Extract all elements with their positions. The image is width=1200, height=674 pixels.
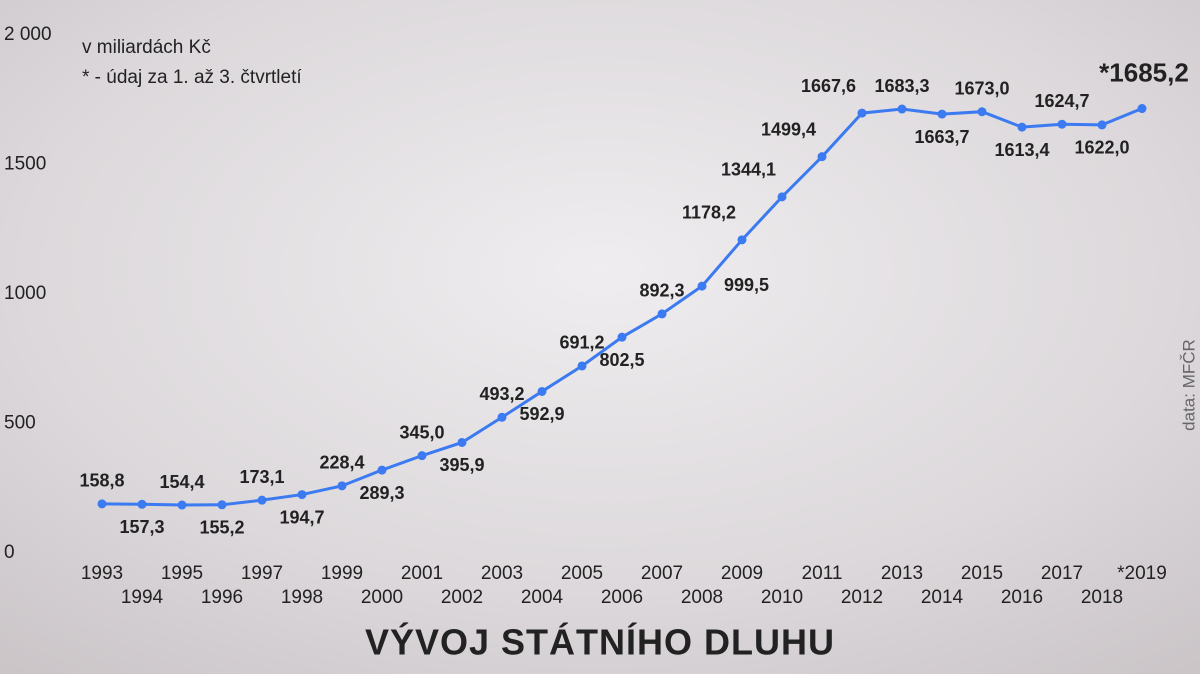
y-tick-label: 2 000 bbox=[4, 24, 52, 45]
x-tick-label: 2007 bbox=[641, 563, 683, 584]
subtitle: v miliardách Kč bbox=[82, 37, 211, 58]
data-label: 892,3 bbox=[639, 281, 684, 301]
x-tick-label: 2000 bbox=[361, 587, 403, 608]
data-label: 1624,7 bbox=[1034, 91, 1089, 111]
data-point bbox=[617, 332, 627, 342]
x-tick-label: 2016 bbox=[1001, 587, 1043, 608]
data-label: *1685,2 bbox=[1099, 57, 1189, 87]
x-tick-label: 2011 bbox=[802, 563, 843, 584]
data-label: 999,5 bbox=[724, 275, 769, 295]
data-point bbox=[537, 386, 547, 396]
data-label: 395,9 bbox=[439, 455, 484, 475]
x-tick-label: 2018 bbox=[1081, 587, 1123, 608]
x-tick-label: 2013 bbox=[881, 563, 923, 584]
data-point bbox=[1017, 122, 1027, 132]
data-label: 158,8 bbox=[79, 471, 124, 491]
data-label: 289,3 bbox=[359, 483, 404, 503]
x-tick-label: 2014 bbox=[921, 587, 964, 608]
x-tick-label: 2005 bbox=[561, 563, 603, 584]
data-point bbox=[337, 481, 347, 491]
data-point bbox=[97, 499, 107, 509]
data-point bbox=[137, 499, 147, 509]
x-tick-label: 1996 bbox=[201, 587, 243, 608]
y-tick-label: 1000 bbox=[4, 283, 46, 304]
x-tick-label: 1994 bbox=[121, 587, 164, 608]
x-tick-label: 1997 bbox=[241, 563, 283, 584]
data-label: 493,2 bbox=[479, 384, 524, 404]
data-label: 173,1 bbox=[239, 467, 284, 487]
data-point bbox=[737, 235, 747, 245]
data-label: 1663,7 bbox=[914, 127, 969, 147]
data-label: 1622,0 bbox=[1074, 138, 1129, 158]
y-tick-label: 500 bbox=[4, 413, 36, 434]
source: data: MFČR bbox=[1179, 339, 1198, 431]
x-tick-label: 2006 bbox=[601, 587, 643, 608]
data-label: 1683,3 bbox=[874, 76, 929, 96]
chart-title: VÝVOJ STÁTNÍHO DLUHU bbox=[365, 622, 835, 663]
x-tick-label: 2012 bbox=[841, 587, 883, 608]
x-tick-label: *2019 bbox=[1117, 563, 1167, 584]
data-label: 1178,2 bbox=[682, 203, 736, 223]
data-point bbox=[457, 437, 467, 447]
data-label: 592,9 bbox=[519, 404, 564, 424]
data-label: 691,2 bbox=[559, 333, 604, 353]
data-label: 194,7 bbox=[279, 507, 324, 527]
data-point bbox=[497, 412, 507, 422]
data-point bbox=[417, 451, 427, 461]
data-point bbox=[657, 309, 667, 319]
data-point bbox=[857, 108, 867, 118]
data-point bbox=[377, 465, 387, 475]
data-point bbox=[937, 109, 947, 119]
x-tick-label: 2003 bbox=[481, 563, 523, 584]
data-label: 1344,1 bbox=[721, 160, 776, 180]
data-label: 1613,4 bbox=[994, 140, 1049, 160]
data-point bbox=[1057, 119, 1067, 129]
data-point bbox=[697, 281, 707, 291]
data-label: 802,5 bbox=[599, 350, 644, 370]
x-tick-label: 2001 bbox=[401, 563, 443, 584]
y-tick-label: 0 bbox=[4, 542, 15, 563]
data-point bbox=[817, 152, 827, 162]
x-tick-label: 2009 bbox=[721, 563, 763, 584]
x-tick-label: 1999 bbox=[321, 563, 363, 584]
data-label: 157,3 bbox=[119, 517, 164, 537]
data-label: 345,0 bbox=[399, 422, 444, 442]
data-label: 1673,0 bbox=[954, 78, 1009, 98]
data-point bbox=[177, 500, 187, 510]
data-point bbox=[777, 192, 787, 202]
x-tick-label: 1993 bbox=[81, 563, 123, 584]
x-tick-label: 2004 bbox=[521, 587, 564, 608]
data-label: 228,4 bbox=[319, 453, 364, 473]
data-label: 1499,4 bbox=[761, 119, 816, 139]
y-tick-label: 1500 bbox=[4, 154, 46, 175]
data-point bbox=[297, 490, 307, 500]
footnote: * - údaj za 1. až 3. čtvrtletí bbox=[82, 67, 302, 88]
data-point bbox=[217, 500, 227, 510]
x-tick-label: 2017 bbox=[1041, 563, 1083, 584]
x-tick-label: 1998 bbox=[281, 587, 323, 608]
data-point bbox=[1137, 104, 1147, 114]
data-point bbox=[1097, 120, 1107, 130]
x-tick-label: 2015 bbox=[961, 563, 1003, 584]
data-point bbox=[257, 495, 267, 505]
x-tick-label: 2010 bbox=[761, 587, 803, 608]
data-label: 155,2 bbox=[199, 518, 244, 538]
data-point bbox=[577, 361, 587, 371]
data-label: 154,4 bbox=[159, 472, 204, 492]
data-label: 1667,6 bbox=[801, 76, 856, 96]
data-point bbox=[897, 104, 907, 114]
x-tick-label: 1995 bbox=[161, 563, 203, 584]
x-tick-label: 2008 bbox=[681, 587, 723, 608]
data-point bbox=[977, 107, 987, 117]
x-tick-label: 2002 bbox=[441, 587, 483, 608]
